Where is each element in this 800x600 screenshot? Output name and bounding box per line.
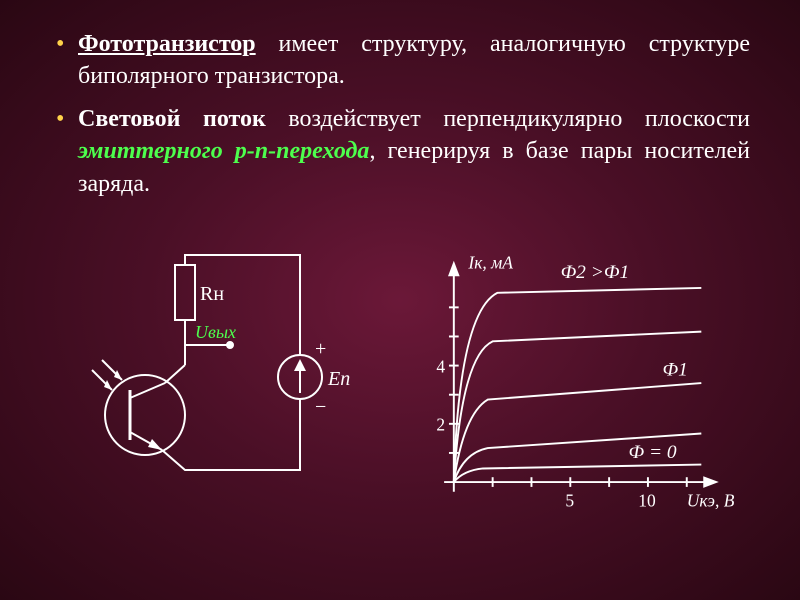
- label-minus: −: [315, 396, 326, 418]
- curve-phi0: [454, 465, 701, 482]
- y-axis-label: Iк, мА: [467, 252, 513, 272]
- label-phi1: Ф1: [663, 359, 688, 380]
- emitter-arrow: [148, 439, 162, 450]
- node-uout: [227, 342, 233, 348]
- label-resistor: Rн: [200, 283, 224, 305]
- iv-chart: Iк, мА Uкэ, В 2 4 5 10 Ф2 >Ф1 Ф1 Ф = 0: [415, 235, 745, 535]
- label-phi2: Ф2 >Ф1: [561, 262, 630, 283]
- bullet-1: Фототранзистор имеет структуру, аналогич…: [50, 28, 750, 93]
- x-axis-arrow: [703, 476, 719, 488]
- x-tick-label-10: 10: [638, 490, 656, 510]
- transistor-body: [105, 375, 185, 455]
- term-lightflux: Световой поток: [78, 106, 266, 132]
- label-source: Еп: [327, 368, 350, 390]
- x-tick-label-5: 5: [565, 490, 574, 510]
- wire-bottom: [162, 410, 300, 470]
- bullet-2-before: воздействует перпендикулярно плоскости: [266, 106, 750, 132]
- source-arrowhead: [294, 359, 306, 371]
- label-plus: +: [315, 338, 326, 360]
- transistor-collector: [130, 383, 165, 398]
- term-emitter-junction: эмиттерного p-n-перехода: [78, 138, 369, 164]
- text-block: Фототранзистор имеет структуру, аналогич…: [0, 0, 800, 200]
- resistor: [175, 265, 195, 320]
- circuit-diagram: Rн Uвых Еп + −: [70, 235, 350, 515]
- term-phototransistor: Фототранзистор: [78, 31, 256, 57]
- y-tick-label-4: 4: [436, 356, 445, 376]
- y-axis-arrow: [448, 261, 460, 277]
- light-arrowhead-1: [104, 380, 112, 390]
- light-arrowhead-2: [114, 370, 122, 380]
- label-uout: Uвых: [195, 322, 236, 342]
- x-axis-label: Uкэ, В: [687, 490, 735, 510]
- bullet-2: Световой поток воздействует перпендикуля…: [50, 103, 750, 200]
- y-tick-label-2: 2: [436, 415, 445, 435]
- wire-collector: [165, 365, 185, 383]
- label-phi0: Ф = 0: [629, 442, 677, 463]
